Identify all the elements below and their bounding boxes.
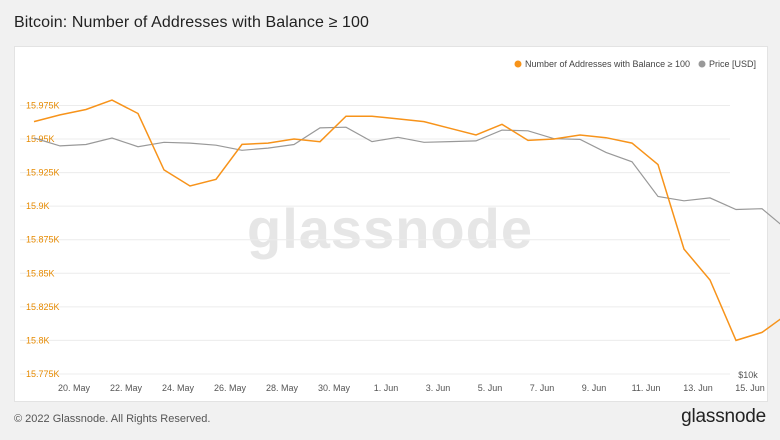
addresses-series (33, 99, 780, 342)
y-tick-label: 15.85K (26, 268, 55, 278)
x-tick-label: 5. Jun (478, 383, 503, 393)
x-tick-label: 9. Jun (582, 383, 607, 393)
y-tick-label: 15.825K (26, 302, 60, 312)
x-tick-label: 20. May (58, 383, 91, 393)
legend-item[interactable]: Number of Addresses with Balance ≥ 100 (514, 59, 691, 69)
y-tick-label: 15.775K (26, 369, 60, 379)
legend-label: Price [USD] (709, 59, 756, 69)
x-axis-ticks: 20. May 22. May 24. May 26. May 28. May 30. M… (58, 383, 765, 393)
y-tick-label: 15.95K (26, 134, 55, 144)
x-tick-label: 3. Jun (426, 383, 451, 393)
legend-marker (698, 60, 706, 68)
y-tick-label: 15.925K (26, 168, 60, 178)
x-tick-label: 13. Jun (683, 383, 713, 393)
legend-label: Number of Addresses with Balance ≥ 100 (525, 59, 690, 69)
y-axis-ticks: 15.975K 15.95K 15.925K 15.9K 15.875K 15.85K 15… (26, 100, 60, 379)
y-tick-label: 15.975K (26, 100, 60, 110)
x-tick-label: 28. May (266, 383, 299, 393)
y-tick-label: 15.8K (26, 335, 50, 345)
chart-title: Bitcoin: Number of Addresses with Balanc… (14, 14, 369, 31)
y-tick-label: 15.9K (26, 201, 50, 211)
legend: Number of Addresses with Balance ≥ 100 Pr… (514, 59, 757, 69)
x-tick-label: 22. May (110, 383, 143, 393)
copyright: © 2022 Glassnode. All Rights Reserved. (14, 413, 211, 425)
y-tick-label: 15.875K (26, 235, 60, 245)
price-series (33, 126, 780, 225)
grid (20, 104, 730, 375)
legend-marker (514, 60, 522, 68)
x-tick-label: 26. May (214, 383, 247, 393)
series (33, 99, 780, 342)
x-tick-label: 30. May (318, 383, 351, 393)
glassnode-logo: glassnode (681, 406, 766, 427)
x-tick-label: 15. Jun (735, 383, 765, 393)
x-tick-label: 11. Jun (632, 383, 661, 393)
addresses-line (33, 99, 780, 342)
x-tick-label: 24. May (162, 383, 195, 393)
x-tick-label: 7. Jun (530, 383, 555, 393)
x-tick-label: 1. Jun (374, 383, 399, 393)
watermark: glassnode (247, 197, 533, 260)
legend-item[interactable]: Price [USD] (698, 59, 757, 69)
price-axis-label: $10k (738, 370, 758, 380)
